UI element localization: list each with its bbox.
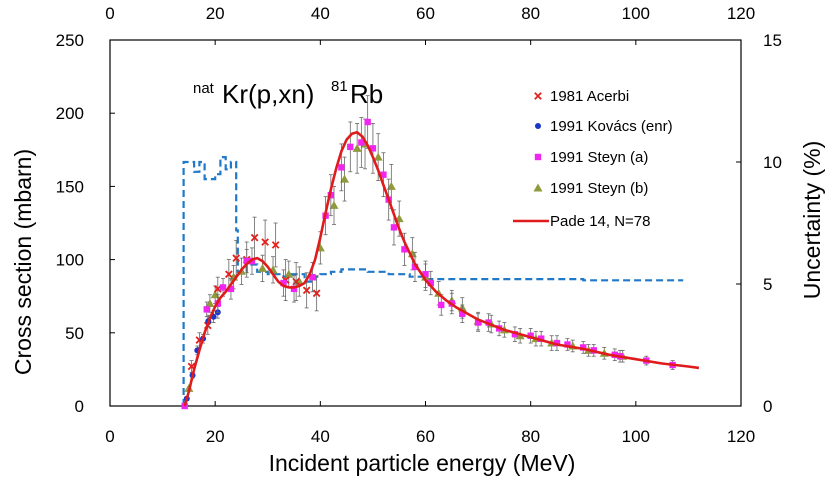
x2-tick-label: 100	[622, 4, 650, 23]
data-point	[352, 143, 362, 152]
data-point	[243, 257, 250, 265]
series	[181, 95, 700, 410]
x-tick-label: 80	[521, 427, 540, 446]
data-point	[386, 181, 396, 190]
axes	[109, 39, 742, 407]
data-point	[422, 271, 429, 278]
legend-label: 1981 Acerbi	[550, 88, 629, 105]
data-point	[205, 299, 215, 308]
data-point	[338, 164, 345, 171]
x-axis-title: Incident particle energy (MeV)	[269, 450, 576, 476]
fit-curve	[183, 130, 700, 407]
data-point	[553, 339, 561, 347]
data-point	[225, 270, 233, 279]
x-tick-label: 20	[206, 427, 225, 446]
tick-labels: 0020204040606080801001001201200501001502…	[56, 4, 782, 446]
y-axis-title: Cross section (mbarn)	[10, 149, 36, 375]
x2-tick-label: 20	[206, 4, 225, 23]
x2-tick-label: 0	[105, 4, 114, 23]
data-point	[511, 331, 519, 338]
data-point	[329, 200, 339, 209]
y2-axis-title: Uncertainty (%)	[799, 141, 825, 299]
data-point	[271, 241, 280, 249]
data-point	[312, 289, 321, 298]
data-point	[474, 319, 482, 326]
legend-label: 1991 Steyn (a)	[550, 149, 648, 166]
x-tick-label: 40	[311, 427, 330, 446]
data-point	[309, 273, 316, 281]
reaction-prefix: nat	[193, 80, 215, 97]
y-tick-label: 0	[75, 397, 84, 416]
data-point	[411, 263, 419, 271]
data-point	[533, 183, 543, 192]
data-point	[203, 306, 210, 313]
x-tick-label: 0	[105, 427, 114, 446]
reaction-mass: 81	[331, 78, 348, 95]
data-point	[358, 139, 365, 146]
y-tick-label: 100	[56, 251, 84, 270]
data-point	[290, 285, 298, 293]
data-point	[219, 284, 227, 291]
x2-tick-label: 80	[521, 4, 540, 23]
x-tick-label: 120	[727, 427, 755, 446]
y-tick-label: 150	[56, 177, 84, 196]
data-point	[250, 233, 259, 242]
data-point	[373, 152, 383, 161]
data-point	[580, 344, 587, 351]
x2-tick-label: 40	[311, 4, 330, 23]
data-point	[390, 224, 398, 231]
data-point	[535, 123, 541, 129]
data-point	[347, 143, 354, 151]
data-point	[364, 118, 371, 126]
reaction-annotation: nat Kr(p,xn) 81 Rb	[193, 78, 383, 109]
data-point	[380, 171, 387, 178]
data-point	[302, 286, 311, 295]
y2-tick-label: 10	[763, 153, 782, 172]
x-tick-label: 60	[416, 427, 435, 446]
x2-tick-label: 60	[416, 4, 435, 23]
data-point	[227, 285, 235, 293]
data-point	[369, 145, 377, 152]
legend-label: Pade 14, N=78	[550, 213, 651, 230]
data-point	[280, 279, 287, 287]
data-point	[534, 153, 542, 161]
uncertainty-line	[182, 156, 684, 406]
data-point	[232, 254, 241, 262]
data-point	[459, 310, 466, 317]
data-point	[537, 335, 545, 342]
x-tick-label: 100	[622, 427, 650, 446]
legend: 1981 Acerbi 1991 Kovács (enr) 1991 Steyn (…	[513, 88, 673, 230]
y-tick-label: 200	[56, 104, 84, 123]
data-point	[427, 279, 434, 287]
data-point	[261, 238, 269, 246]
data-point	[527, 332, 534, 339]
reaction-main: Kr(p,xn)	[222, 79, 314, 109]
data-point	[564, 341, 571, 348]
series-square	[181, 95, 676, 410]
data-point	[340, 174, 350, 183]
y2-tick-label: 5	[763, 275, 772, 294]
data-point	[181, 402, 188, 410]
data-point	[534, 92, 542, 100]
data-point	[401, 246, 408, 253]
data-point	[284, 269, 294, 278]
x2-tick-label: 120	[727, 4, 755, 23]
y-tick-label: 50	[65, 324, 84, 343]
reaction-product: Rb	[350, 79, 383, 109]
legend-label: 1991 Steyn (b)	[550, 180, 648, 197]
data-point	[257, 263, 267, 272]
data-point	[438, 301, 445, 309]
y-tick-label: 250	[56, 31, 84, 50]
legend-label: 1991 Kovács (enr)	[550, 118, 673, 135]
y2-tick-label: 0	[763, 397, 772, 416]
y2-tick-label: 15	[763, 31, 782, 50]
